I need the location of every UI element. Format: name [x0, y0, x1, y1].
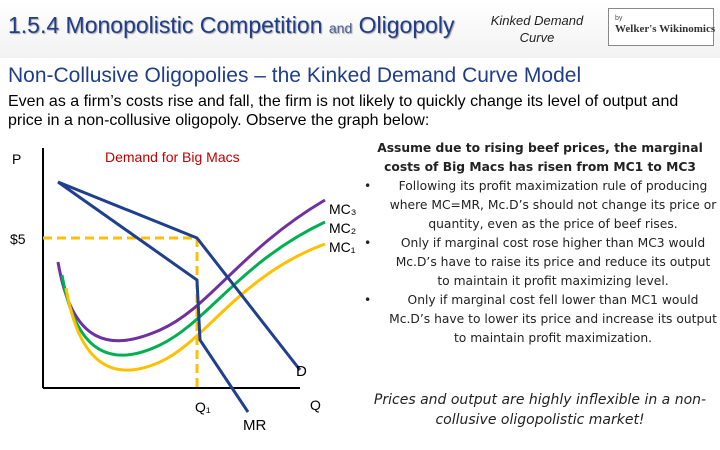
quantity-label: Q₁	[195, 399, 211, 415]
list-item: • Only if marginal cost rose higher than…	[362, 234, 718, 291]
logo-name: Welker's Wikinomics	[615, 23, 716, 35]
graph-title: Demand for Big Macs	[105, 149, 240, 165]
title-part2: Oligopoly	[358, 12, 455, 38]
x-axis-label: Q	[310, 397, 321, 413]
kinked-demand-graph: P Q Demand for Big Macs $5 Q₁ MC₃ MC₂ MC…	[10, 148, 356, 434]
explanation-panel: Assume due to rising beef prices, the ma…	[362, 139, 718, 348]
marginal-revenue-curve	[57, 180, 250, 413]
mc2-label: MC₂	[329, 220, 356, 236]
intro-paragraph: Even as a firm’s costs rise and fall, th…	[8, 93, 679, 129]
page-title: Non-Collusive Oligopolies – the Kinked D…	[8, 64, 582, 87]
slide-section-title: 1.5.4 Monopolistic Competition and Oligo…	[8, 12, 455, 39]
topic-subtitle-line2: Curve	[519, 30, 555, 45]
title-part1: 1.5.4 Monopolistic Competition	[8, 12, 323, 38]
mc3-label: MC₃	[329, 201, 356, 217]
header-bar: 1.5.4 Monopolistic Competition and Oligo…	[0, 0, 720, 58]
list-item: • Only if marginal cost fell lower than …	[362, 291, 718, 348]
demand-curve	[57, 180, 302, 371]
bullet-text: Following its profit maximization rule o…	[389, 179, 717, 231]
topic-subtitle-line1: Kinked Demand	[490, 13, 584, 28]
bullet-text: Only if marginal cost fell lower than MC…	[389, 293, 717, 345]
bullet-icon: •	[364, 293, 372, 307]
bullet-icon: •	[364, 179, 372, 193]
topic-subtitle: Kinked Demand Curve	[482, 12, 592, 46]
assumption-text: Assume due to rising beef prices, the ma…	[377, 141, 703, 174]
bullet-icon: •	[364, 236, 372, 250]
demand-label: D	[296, 363, 307, 380]
mr-label: MR	[243, 417, 266, 434]
welkers-wikinomics-logo[interactable]: by Welker's Wikinomics	[608, 8, 716, 46]
explanation-list: • Following its profit maximization rule…	[362, 177, 718, 348]
y-axis-label: P	[12, 151, 21, 167]
mc3-curve	[56, 198, 326, 343]
logo-by: by	[615, 15, 623, 22]
title-and: and	[328, 20, 353, 36]
price-label: $5	[10, 231, 26, 247]
closing-statement: Prices and output are highly inflexible …	[373, 392, 707, 428]
mc1-label: MC₁	[329, 239, 356, 255]
bullet-text: Only if marginal cost rose higher than M…	[395, 236, 711, 288]
mc1-curve	[64, 242, 326, 372]
list-item: • Following its profit maximization rule…	[362, 177, 718, 234]
mc2-curve	[60, 220, 326, 357]
